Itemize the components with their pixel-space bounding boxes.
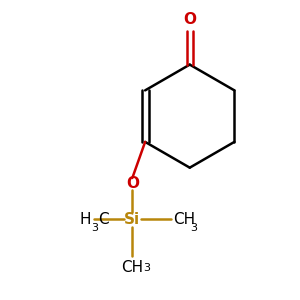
Text: O: O [126, 176, 139, 191]
Text: 3: 3 [190, 223, 198, 233]
Text: 3: 3 [143, 263, 151, 273]
Text: Si: Si [124, 212, 140, 227]
Text: CH: CH [121, 260, 143, 275]
Text: CH: CH [174, 212, 196, 227]
Text: C: C [98, 212, 109, 227]
Text: 3: 3 [91, 223, 98, 233]
Text: H: H [80, 212, 91, 227]
Text: O: O [183, 12, 196, 27]
